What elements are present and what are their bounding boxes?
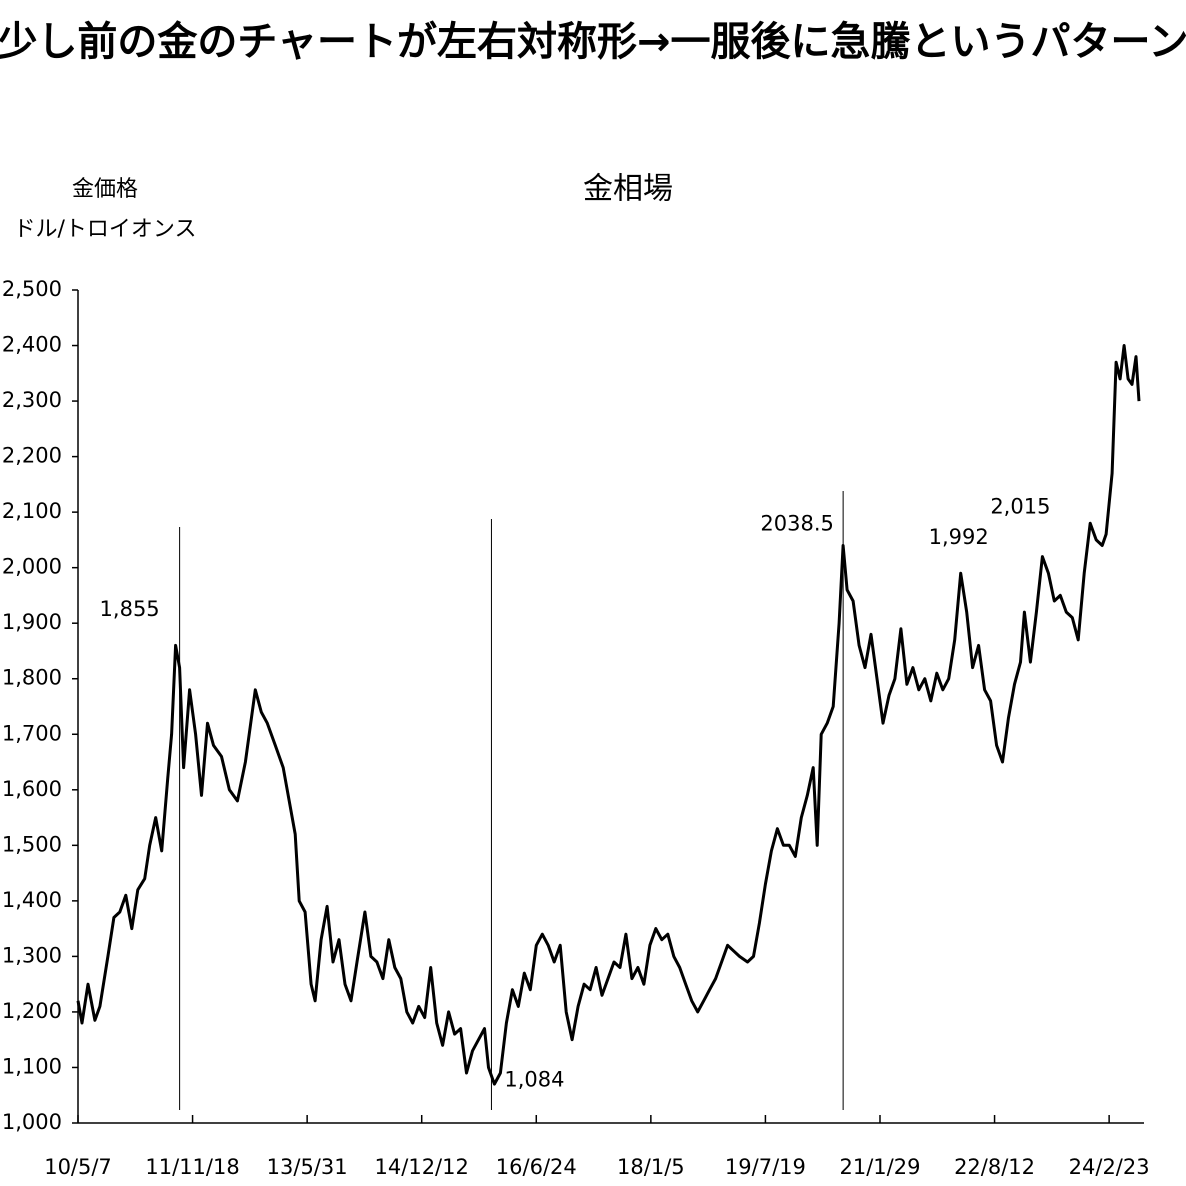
x-tick-label: 24/2/23 — [1069, 1155, 1150, 1179]
x-tick-label: 21/1/29 — [840, 1155, 921, 1179]
y-tick-label: 1,200 — [2, 999, 62, 1023]
x-tick-label: 18/1/5 — [617, 1155, 685, 1179]
y-tick-label: 1,100 — [2, 1054, 62, 1078]
y-tick-label: 2,400 — [2, 333, 62, 357]
y-tick-label: 1,000 — [2, 1110, 62, 1134]
x-tick-label: 22/8/12 — [954, 1155, 1035, 1179]
y-tick-label: 2,200 — [2, 444, 62, 468]
x-tick-label: 16/6/24 — [496, 1155, 577, 1179]
x-tick-label: 10/5/7 — [44, 1155, 112, 1179]
y-tick-label: 1,600 — [2, 777, 62, 801]
annotation-label: 2038.5 — [760, 511, 833, 535]
x-tick-label: 13/5/31 — [267, 1155, 348, 1179]
annotation-label: 1,992 — [929, 525, 989, 549]
y-tick-label: 1,900 — [2, 610, 62, 634]
y-axis-label: 金価格 — [72, 177, 138, 202]
y-tick-label: 2,000 — [2, 555, 62, 579]
y-tick-label: 1,500 — [2, 832, 62, 856]
price-line — [76, 344, 1141, 1086]
y-tick-label: 1,800 — [2, 666, 62, 690]
y-tick-label: 1,700 — [2, 721, 62, 745]
y-tick-label: 2,100 — [2, 499, 62, 523]
y-axis-label: ドル/トロイオンス — [14, 217, 197, 242]
page-title: 少し前の金のチャートが左右対称形→一服後に急騰というパターン — [0, 19, 1186, 65]
chart-title: 金相場 — [583, 172, 673, 207]
annotation-label: 2,015 — [990, 494, 1050, 518]
y-tick-label: 2,300 — [2, 388, 62, 412]
y-tick-label: 1,400 — [2, 888, 62, 912]
x-tick-label: 19/7/19 — [725, 1155, 806, 1179]
annotation-label: 1,084 — [504, 1067, 564, 1091]
y-tick-label: 1,300 — [2, 943, 62, 967]
x-tick-label: 14/12/12 — [375, 1155, 469, 1179]
y-tick-label: 2,500 — [2, 277, 62, 301]
x-tick-label: 11/11/18 — [145, 1155, 239, 1179]
annotation-label: 1,855 — [100, 597, 160, 621]
